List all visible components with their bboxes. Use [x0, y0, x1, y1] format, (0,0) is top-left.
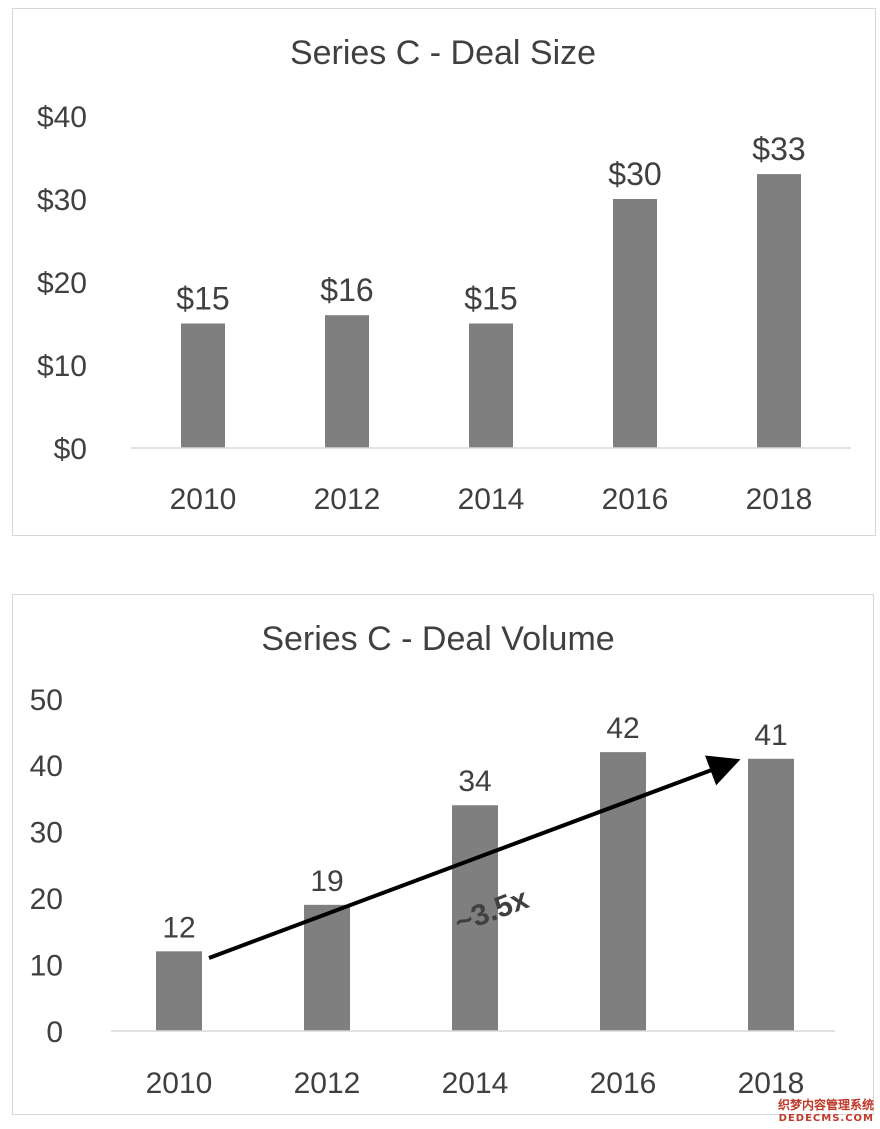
- deal-size-chart: Series C - Deal Size $0 $10 $20 $30 $40 $15 $16…: [12, 8, 876, 536]
- data-label: $30: [608, 156, 661, 192]
- data-label: $15: [464, 281, 517, 317]
- bar-2016: [613, 199, 657, 448]
- y-tick-label: $30: [37, 184, 87, 217]
- y-tick-label: 40: [30, 750, 63, 783]
- y-tick-label: 10: [30, 949, 63, 982]
- data-label: $15: [176, 281, 229, 317]
- deal-volume-chart: Series C - Deal Volume 0 10 20 30 40 50 12 19 34 4…: [12, 594, 874, 1115]
- bar-2016: [600, 752, 646, 1031]
- x-tick-label: 2014: [442, 1067, 509, 1100]
- x-tick-label: 2018: [746, 483, 813, 516]
- bar-2012: [304, 904, 350, 1031]
- deal-size-chart-canvas: Series C - Deal Size $0 $10 $20 $30 $40 $15 $16…: [37, 34, 851, 516]
- y-tick-label: $0: [54, 433, 87, 466]
- bar-2010: [156, 951, 202, 1031]
- chart-title: Series C - Deal Size: [290, 34, 596, 72]
- y-tick-label: $40: [37, 101, 87, 134]
- bar-2018: [748, 758, 794, 1031]
- bar-2014: [452, 805, 498, 1031]
- deal-volume-chart-canvas: Series C - Deal Volume 0 10 20 30 40 50 12 19 34 4…: [30, 620, 835, 1100]
- y-tick-label: $20: [37, 267, 87, 300]
- y-tick-label: 50: [30, 684, 63, 717]
- data-label: 34: [458, 765, 491, 798]
- data-label: 41: [754, 719, 787, 752]
- data-label: $33: [752, 131, 805, 167]
- x-tick-label: 2012: [314, 483, 381, 516]
- bar-2010: [181, 323, 225, 448]
- x-tick-label: 2010: [146, 1067, 213, 1100]
- data-label: 12: [162, 911, 195, 944]
- bar-2012: [325, 315, 369, 448]
- x-tick-label: 2014: [458, 483, 525, 516]
- watermark-line-1: 织梦内容管理系统: [777, 1098, 874, 1112]
- bar-2014: [469, 323, 513, 448]
- bar-2018: [757, 174, 801, 448]
- growth-arrow: [208, 755, 741, 960]
- data-label: $16: [320, 272, 373, 308]
- x-tick-label: 2016: [602, 483, 669, 516]
- x-tick-label: 2012: [294, 1067, 361, 1100]
- chart-title: Series C - Deal Volume: [261, 620, 614, 658]
- x-tick-label: 2010: [170, 483, 237, 516]
- x-tick-label: 2018: [738, 1067, 805, 1100]
- y-tick-label: 30: [30, 817, 63, 850]
- x-tick-label: 2016: [590, 1067, 657, 1100]
- data-label: 19: [310, 865, 343, 898]
- data-label: 42: [606, 712, 639, 745]
- watermark-line-2: DEDECMS.COM: [778, 1113, 874, 1124]
- y-tick-label: $10: [37, 350, 87, 383]
- y-tick-label: 0: [46, 1016, 63, 1049]
- watermark: 织梦内容管理系统 DEDECMS.COM: [778, 1099, 874, 1125]
- y-tick-label: 20: [30, 883, 63, 916]
